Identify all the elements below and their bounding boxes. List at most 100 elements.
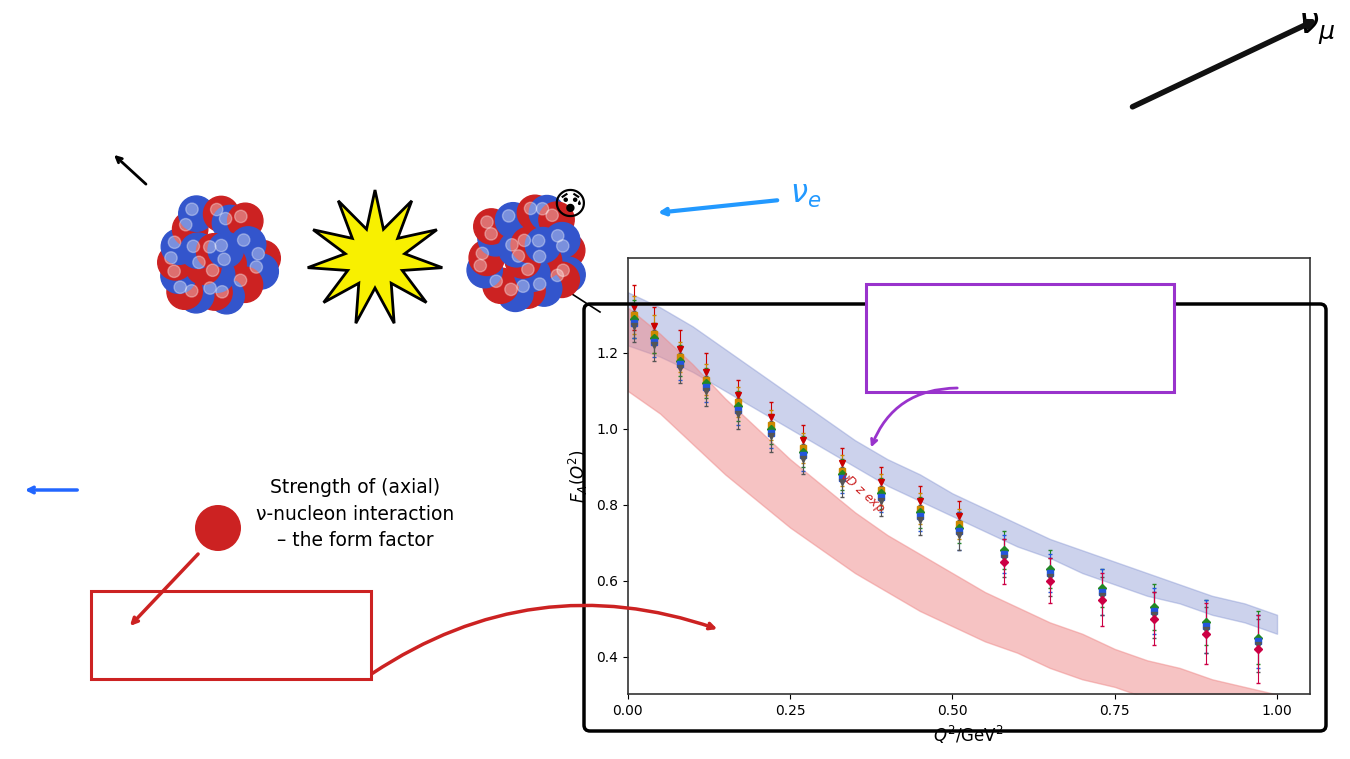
- Circle shape: [243, 254, 278, 289]
- Circle shape: [510, 273, 545, 308]
- Circle shape: [244, 241, 281, 276]
- Circle shape: [161, 229, 197, 264]
- Circle shape: [498, 276, 533, 311]
- Circle shape: [178, 278, 213, 313]
- Circle shape: [529, 196, 564, 231]
- Circle shape: [235, 210, 247, 222]
- Circle shape: [533, 278, 545, 290]
- Circle shape: [505, 283, 517, 295]
- Circle shape: [544, 262, 579, 298]
- Circle shape: [505, 243, 540, 278]
- Circle shape: [215, 239, 227, 252]
- Circle shape: [82, 466, 131, 514]
- Circle shape: [551, 269, 563, 282]
- Circle shape: [468, 240, 505, 276]
- Circle shape: [517, 280, 529, 292]
- Circle shape: [174, 281, 186, 294]
- Circle shape: [549, 257, 585, 292]
- Text: $\nu$D z exp: $\nu$D z exp: [836, 468, 887, 518]
- Circle shape: [250, 261, 262, 273]
- Circle shape: [474, 260, 486, 272]
- Circle shape: [208, 232, 243, 268]
- Circle shape: [506, 238, 518, 251]
- Circle shape: [180, 233, 216, 269]
- Circle shape: [165, 252, 177, 264]
- Circle shape: [526, 271, 562, 306]
- Text: 😰: 😰: [552, 188, 587, 222]
- Circle shape: [194, 505, 242, 551]
- Circle shape: [235, 274, 247, 286]
- Circle shape: [200, 257, 235, 292]
- Circle shape: [207, 264, 219, 276]
- Circle shape: [512, 250, 525, 262]
- Circle shape: [186, 249, 221, 285]
- Circle shape: [478, 221, 513, 256]
- X-axis label: $Q^2$/GeV$^2$: $Q^2$/GeV$^2$: [933, 724, 1004, 746]
- Circle shape: [502, 209, 514, 222]
- Circle shape: [467, 253, 502, 288]
- Circle shape: [514, 256, 549, 291]
- Circle shape: [161, 258, 196, 294]
- Circle shape: [474, 209, 509, 244]
- Circle shape: [169, 236, 181, 248]
- Circle shape: [204, 282, 216, 294]
- Circle shape: [197, 234, 232, 269]
- Circle shape: [532, 235, 545, 247]
- Text: $\nu_e$: $\nu_e$: [790, 179, 821, 210]
- Circle shape: [518, 235, 531, 247]
- Text: p: p: [211, 519, 225, 539]
- Circle shape: [204, 241, 216, 253]
- Circle shape: [167, 274, 202, 310]
- Circle shape: [180, 219, 192, 231]
- Text: $\nu_\mu$: $\nu_\mu$: [1297, 12, 1335, 47]
- Circle shape: [211, 203, 223, 216]
- Circle shape: [228, 203, 263, 238]
- Circle shape: [533, 250, 545, 263]
- Circle shape: [483, 268, 518, 304]
- Circle shape: [158, 244, 193, 280]
- Circle shape: [512, 227, 547, 263]
- Circle shape: [231, 227, 266, 262]
- Circle shape: [481, 216, 493, 228]
- Circle shape: [558, 264, 570, 276]
- Circle shape: [544, 222, 580, 258]
- Circle shape: [188, 240, 200, 253]
- Circle shape: [217, 253, 231, 266]
- Circle shape: [539, 202, 574, 238]
- Circle shape: [173, 212, 208, 247]
- Circle shape: [220, 213, 232, 225]
- Circle shape: [556, 240, 568, 252]
- Circle shape: [212, 206, 247, 241]
- Circle shape: [545, 209, 559, 222]
- Text: Strength of (axial)
ν-nucleon interaction
– the form factor: Strength of (axial) ν-nucleon interactio…: [256, 478, 454, 550]
- Y-axis label: $F_A(Q^2)$: $F_A(Q^2)$: [567, 449, 590, 503]
- Text: Strength inferred with
model of old data: Strength inferred with model of old data: [139, 616, 323, 654]
- Circle shape: [526, 243, 562, 279]
- Circle shape: [252, 247, 265, 260]
- Circle shape: [485, 228, 497, 240]
- Circle shape: [498, 231, 535, 267]
- Circle shape: [216, 285, 228, 298]
- Text: e: e: [100, 480, 115, 500]
- Circle shape: [209, 279, 244, 314]
- FancyBboxPatch shape: [90, 591, 371, 679]
- Text: Strength predicted from
modern nuclear theory: Strength predicted from modern nuclear t…: [921, 319, 1120, 357]
- Circle shape: [536, 203, 548, 215]
- Circle shape: [549, 233, 585, 268]
- Circle shape: [178, 196, 215, 231]
- Circle shape: [521, 263, 535, 276]
- FancyBboxPatch shape: [865, 284, 1174, 392]
- Circle shape: [525, 228, 560, 263]
- Circle shape: [193, 257, 205, 269]
- Circle shape: [167, 265, 181, 278]
- Circle shape: [197, 275, 232, 310]
- Circle shape: [238, 234, 250, 246]
- Circle shape: [186, 203, 198, 216]
- Polygon shape: [308, 190, 443, 323]
- Circle shape: [211, 246, 246, 282]
- Circle shape: [185, 285, 198, 297]
- Circle shape: [204, 197, 239, 231]
- Circle shape: [477, 247, 489, 260]
- Circle shape: [490, 275, 502, 288]
- Circle shape: [552, 230, 564, 242]
